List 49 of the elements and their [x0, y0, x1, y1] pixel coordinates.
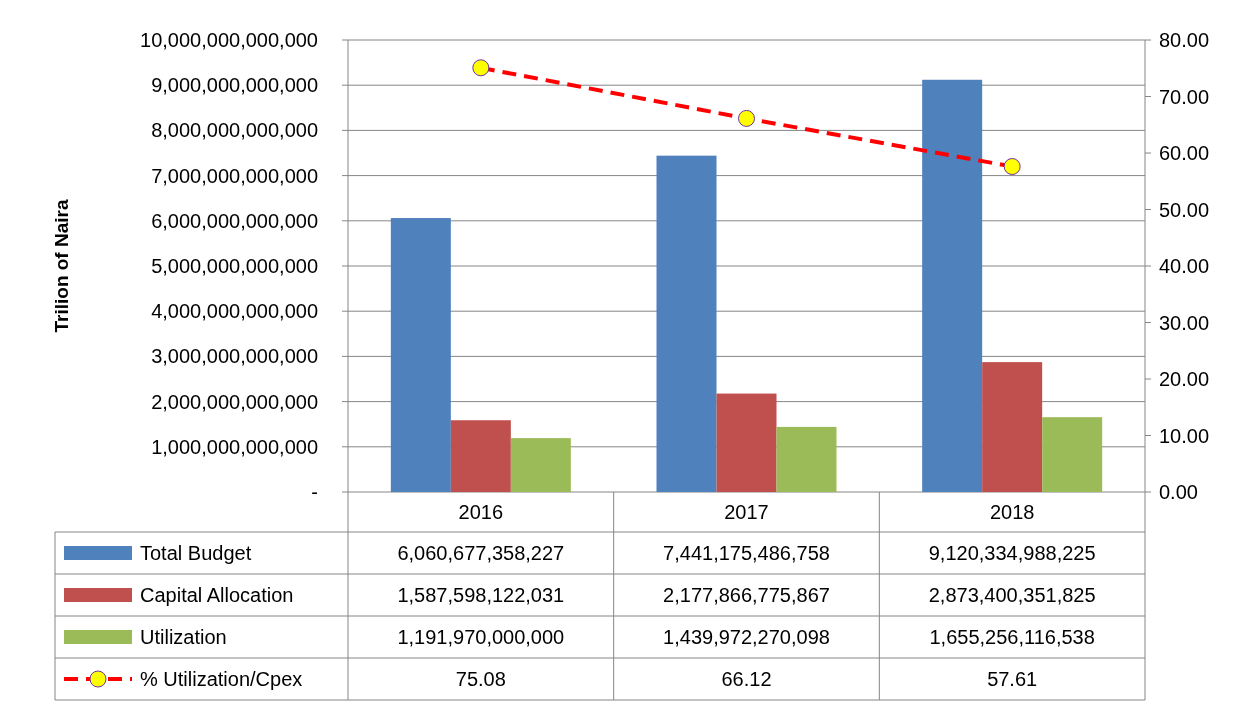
legend-label: % Utilization/Cpex — [140, 668, 303, 690]
bar — [716, 393, 777, 492]
data-label: 57.61 — [987, 668, 1038, 690]
data-label: 1,587,598,122,031 — [397, 584, 565, 606]
y-tick-label: 1,000,000,000,000 — [151, 435, 318, 458]
x-tick-label: 2017 — [724, 501, 769, 523]
y-tick-label: - — [311, 481, 318, 503]
data-label: 1,655,256,116,538 — [929, 626, 1095, 648]
data-label: 66.12 — [721, 668, 772, 690]
bar — [390, 218, 451, 492]
y-tick-label: 8,000,000,000,000 — [151, 119, 318, 142]
y-tick-label: 2,000,000,000,000 — [151, 390, 318, 413]
y2-tick-label: 0.00 — [1159, 481, 1198, 503]
y2-tick-label: 10.00 — [1159, 424, 1210, 447]
data-label: 1,439,972,270,098 — [663, 626, 830, 648]
y2-tick-label: 70.00 — [1159, 85, 1210, 108]
legend-label: Total Budget — [140, 542, 252, 564]
data-label: 2,177,866,775,867 — [663, 584, 830, 606]
y2-tick-label: 40.00 — [1159, 255, 1210, 277]
y2-tick-label: 20.00 — [1159, 368, 1210, 390]
data-label: 7,441,175,486,758 — [663, 542, 830, 564]
bar — [922, 79, 983, 492]
bar — [450, 420, 511, 492]
bar — [776, 426, 837, 492]
y-tick-label: 4,000,000,000,000 — [151, 300, 318, 323]
bar — [656, 155, 717, 492]
data-label: 2,873,400,351,825 — [928, 584, 1096, 606]
data-label: 6,060,677,358,227 — [397, 542, 565, 564]
y-tick-label: 10,000,000,000,000 — [140, 29, 318, 51]
y-tick-label: 5,000,000,000,000 — [151, 255, 318, 277]
y2-tick-label: 30.00 — [1159, 311, 1210, 334]
data-label: 75.08 — [455, 668, 506, 690]
y-axis-title: Trilion of Naira — [51, 199, 72, 333]
bar — [510, 438, 571, 492]
legend-label: Capital Allocation — [140, 584, 294, 606]
y2-tick-label: 60.00 — [1159, 142, 1210, 164]
x-tick-label: 2016 — [458, 501, 504, 523]
legend-label: Utilization — [140, 626, 227, 648]
y-tick-label: 3,000,000,000,000 — [151, 345, 318, 368]
data-label: 9,120,334,988,225 — [928, 542, 1096, 564]
y2-tick-label: 50.00 — [1159, 198, 1210, 221]
y-tick-label: 9,000,000,000,000 — [151, 74, 318, 97]
data-label: 1,191,970,000,000 — [397, 626, 565, 648]
y-tick-label: 6,000,000,000,000 — [151, 209, 318, 232]
bar — [1042, 417, 1103, 492]
bar — [982, 362, 1043, 492]
y2-tick-label: 80.00 — [1159, 29, 1210, 51]
y-tick-label: 7,000,000,000,000 — [151, 164, 318, 187]
x-tick-label: 2018 — [989, 501, 1035, 523]
